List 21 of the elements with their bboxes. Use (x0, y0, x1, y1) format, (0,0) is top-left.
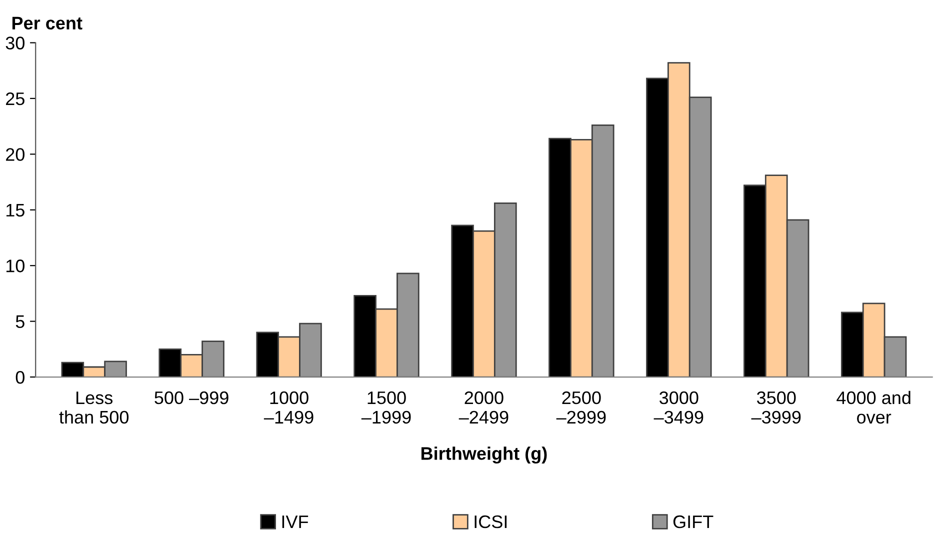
legend-label: GIFT (673, 515, 714, 528)
y-tick-label: 10 (6, 260, 24, 272)
x-tick-label: 1500 –1999 (361, 391, 411, 424)
legend-label: ICSI (474, 515, 507, 528)
y-axis-title: Per cent (12, 16, 82, 30)
y-tick-label: 20 (6, 148, 24, 161)
x-tick-label: 2000 –2499 (458, 391, 508, 424)
x-axis-title: Birthweight (g) (421, 446, 547, 464)
x-tick-label: 2500 –2999 (556, 391, 606, 424)
x-tick-label: 4000 and over (836, 390, 910, 424)
x-tick-label: 500 –999 (154, 391, 228, 404)
y-tick-label: 5 (16, 315, 24, 328)
x-tick-label: 1000 –1499 (264, 391, 314, 424)
x-tick-label: 3500 –3999 (751, 391, 801, 424)
y-tick-label: 25 (6, 92, 24, 106)
legend-label: IVF (282, 516, 308, 528)
x-tick-label: 3000 –3499 (654, 391, 704, 424)
x-tick-label: Less than 500 (59, 392, 129, 424)
y-tick-label: 30 (6, 36, 24, 50)
y-tick-label: 0 (16, 370, 24, 384)
y-tick-label: 15 (6, 204, 24, 217)
